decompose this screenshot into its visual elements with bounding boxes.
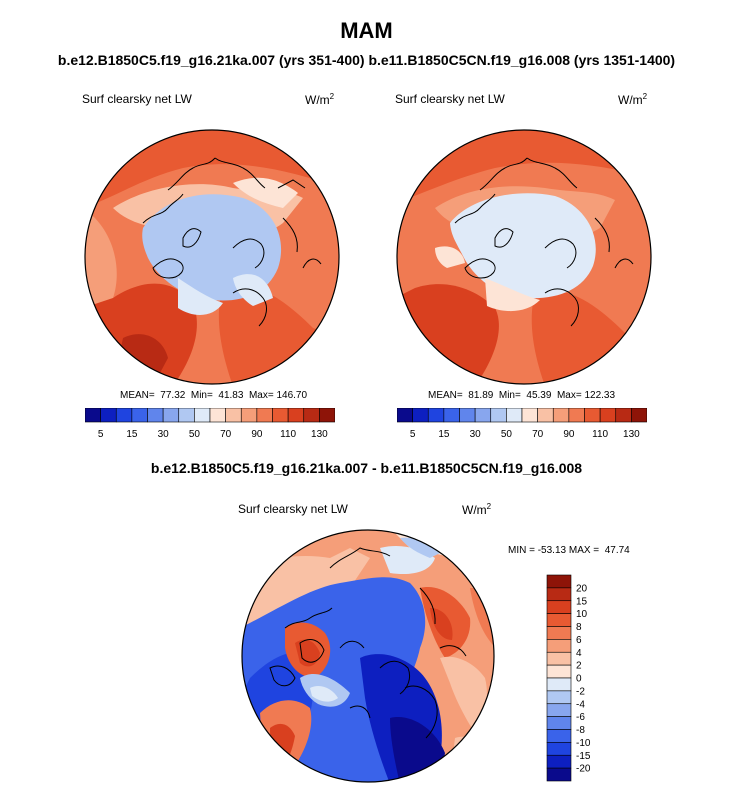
colorbar-tick-label: 5 [98, 429, 104, 440]
right-panel-stats: MEAN= 81.89 Min= 45.39 Max= 122.33 [428, 390, 616, 401]
colorbar-box [546, 742, 572, 756]
difference-panel-units: W/m2 [462, 502, 492, 517]
right-colorbar: 5 15 30 50 70 90 110 130 [397, 408, 647, 440]
colorbar-tick-label: -10 [576, 738, 591, 749]
colorbar-tick-label: 90 [563, 429, 575, 440]
colorbar-tick-label: 110 [280, 429, 296, 440]
left-panel-units: W/m2 [305, 92, 335, 107]
colorbar-tick-label: 90 [251, 429, 263, 440]
colorbar-box [584, 408, 601, 423]
colorbar-box [319, 408, 335, 423]
colorbar-box [552, 408, 570, 423]
colorbar-box [615, 408, 632, 423]
colorbar-tick-label: 50 [189, 429, 201, 440]
colorbar-tick-label: 20 [576, 583, 588, 594]
left-colorbar: 5 15 30 50 70 90 110 130 [85, 408, 335, 440]
colorbar-box [546, 690, 572, 705]
colorbar-box [474, 408, 492, 423]
colorbar-box [256, 408, 273, 423]
colorbar-tick-label: -20 [576, 764, 591, 775]
colorbar-box [100, 408, 117, 423]
colorbar-box [240, 408, 258, 423]
colorbar-tick-label: 30 [470, 429, 482, 440]
colorbar-tick-label: 15 [126, 429, 138, 440]
colorbar-box [490, 408, 507, 423]
colorbar-box [631, 408, 647, 423]
colorbar-tick-label: 10 [576, 609, 588, 620]
colorbar-tick-label: -4 [576, 699, 585, 710]
colorbar-box [546, 729, 572, 743]
colorbar-tick-label: -6 [576, 712, 585, 723]
difference-panel-stats: MIN = -53.13 MAX = 47.74 [508, 545, 630, 556]
difference-title: b.e12.B1850C5.f19_g16.21ka.007 - b.e11.B… [150, 460, 583, 476]
colorbar-box [287, 408, 305, 423]
colorbar-tick-label: -15 [576, 751, 591, 762]
colorbar-box [506, 408, 523, 423]
right-panel-variable: Surf clearsky net LW [395, 92, 505, 106]
colorbar-box [397, 408, 413, 423]
left-polar-map [84, 129, 340, 385]
colorbar-box [85, 408, 101, 423]
colorbar-box [521, 408, 538, 423]
colorbar-box [194, 408, 211, 423]
colorbar-box [546, 703, 572, 717]
colorbar-tick-label: -8 [576, 725, 585, 736]
colorbar-box [412, 408, 429, 423]
colorbar-tick-label: 15 [576, 596, 588, 607]
colorbar-tick-label: 4 [576, 648, 582, 659]
colorbar-box [546, 754, 572, 769]
colorbar-box [546, 767, 572, 782]
colorbar-box [162, 408, 180, 423]
colorbar-tick-label: 70 [532, 429, 544, 440]
colorbar-box [546, 651, 572, 666]
colorbar-box [546, 664, 572, 679]
right-panel-units: W/m2 [618, 92, 648, 107]
difference-polar-map [241, 529, 495, 783]
colorbar-box [546, 626, 572, 640]
colorbar-box [303, 408, 320, 423]
colorbar-tick-label: 30 [158, 429, 170, 440]
colorbar-tick-label: 70 [220, 429, 232, 440]
figure-subtitle: b.e12.B1850C5.f19_g16.21ka.007 (yrs 351-… [57, 52, 676, 68]
right-polar-map [396, 129, 652, 385]
colorbar-tick-label: 2 [576, 661, 582, 672]
left-panel-variable: Surf clearsky net LW [82, 92, 192, 106]
colorbar-tick-label: 8 [576, 622, 582, 633]
colorbar-tick-label: -2 [576, 686, 585, 697]
colorbar-box [225, 408, 242, 423]
colorbar-box [546, 587, 572, 602]
figure-title: MAM [340, 18, 393, 43]
colorbar-tick-label: 6 [576, 635, 582, 646]
colorbar-tick-label: 5 [410, 429, 416, 440]
colorbar-tick-label: 110 [592, 429, 608, 440]
colorbar-box [147, 408, 164, 423]
colorbar-box [459, 408, 476, 423]
colorbar-box [546, 574, 572, 589]
colorbar-box [546, 613, 572, 627]
colorbar-box [272, 408, 289, 423]
colorbar-tick-label: 130 [311, 429, 328, 440]
colorbar-box [546, 716, 572, 730]
colorbar-tick-label: 130 [623, 429, 640, 440]
colorbar-box [427, 408, 445, 423]
colorbar-tick-label: 15 [438, 429, 450, 440]
colorbar-box [537, 408, 554, 423]
colorbar-box [209, 408, 226, 423]
colorbar-box [443, 408, 460, 423]
colorbar-box [599, 408, 617, 423]
colorbar-box [178, 408, 195, 423]
colorbar-box [115, 408, 133, 423]
colorbar-tick-label: 0 [576, 674, 582, 685]
colorbar-tick-label: 50 [501, 429, 513, 440]
left-panel-stats: MEAN= 77.32 Min= 41.83 Max= 146.70 [120, 390, 308, 401]
colorbar-box [546, 639, 572, 653]
colorbar-box [131, 408, 148, 423]
difference-panel-variable: Surf clearsky net LW [238, 502, 348, 516]
colorbar-box [546, 677, 572, 692]
colorbar-box [568, 408, 585, 423]
colorbar-box [546, 600, 572, 614]
